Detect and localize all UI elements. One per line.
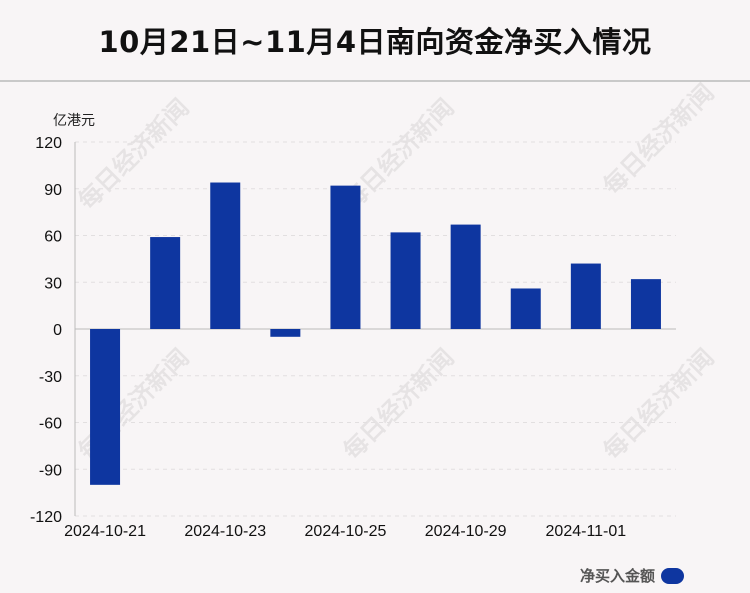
title-divider <box>0 80 750 82</box>
legend: 净买入金额 <box>580 565 684 586</box>
bar <box>150 237 181 329</box>
y-unit-label: 亿港元 <box>53 113 95 129</box>
x-tick-label: 2024-10-21 <box>64 523 146 540</box>
y-tick-label: -120 <box>30 509 62 526</box>
bar <box>270 329 301 337</box>
chart-title: 10月21日~11月4日南向资金净买入情况 <box>98 25 652 59</box>
bar <box>510 288 541 329</box>
y-tick-label: 60 <box>44 229 62 246</box>
y-tick-label: -30 <box>39 369 62 386</box>
y-tick-label: 30 <box>44 275 62 292</box>
y-tick-label: -60 <box>39 416 62 433</box>
y-tick-label: 0 <box>53 322 62 339</box>
bar <box>90 329 121 485</box>
x-tick-label: 2024-10-29 <box>425 523 507 540</box>
bar <box>330 185 361 329</box>
legend-label: 净买入金额 <box>579 567 655 585</box>
x-tick-label: 2024-11-01 <box>546 523 627 540</box>
y-tick-label: 120 <box>35 135 62 152</box>
legend-swatch <box>661 567 684 584</box>
bar <box>570 263 601 329</box>
x-tick-label: 2024-10-25 <box>305 523 387 540</box>
y-tick-label: 90 <box>44 182 62 199</box>
bar <box>390 232 421 329</box>
x-tick-label: 2024-10-23 <box>184 523 266 540</box>
bar <box>450 224 481 329</box>
bar <box>210 182 241 329</box>
y-tick-label: -90 <box>39 462 62 479</box>
bar <box>630 279 661 329</box>
